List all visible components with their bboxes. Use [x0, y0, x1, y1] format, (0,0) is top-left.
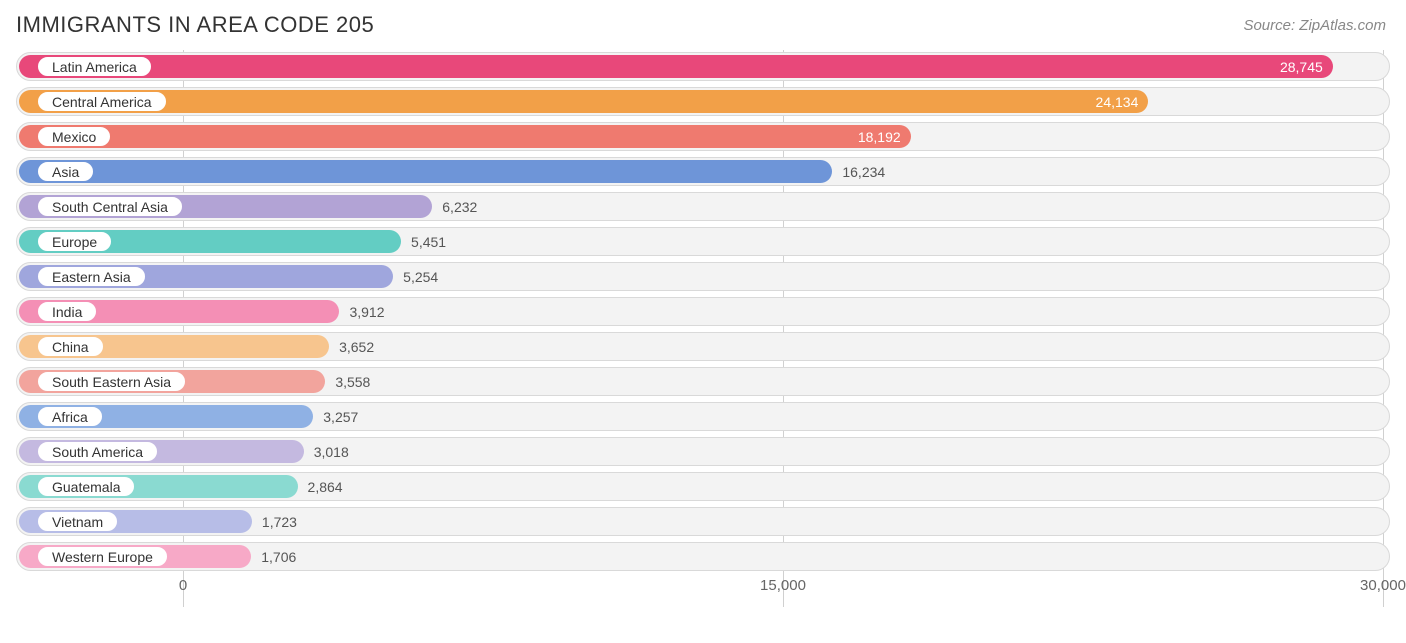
bar-value-label: 2,864	[298, 472, 343, 501]
bar-label-pill: Western Europe	[36, 545, 169, 568]
bar-value-label: 1,706	[251, 542, 296, 571]
bar-value-label: 24,134	[19, 87, 1148, 116]
bar-label-pill: South Eastern Asia	[36, 370, 187, 393]
bar-row: China 3,652	[16, 332, 1390, 361]
bar-label-pill: South America	[36, 440, 159, 463]
bar-value-label: 18,192	[19, 122, 911, 151]
bar-fill	[19, 160, 832, 183]
bar-row: Asia 16,234	[16, 157, 1390, 186]
bar-row: Western Europe 1,706	[16, 542, 1390, 571]
bar-row: Central America24,134	[16, 87, 1390, 116]
bar-value-label: 1,723	[252, 507, 297, 536]
bar-value-label: 3,912	[339, 297, 384, 326]
bar-row: Eastern Asia 5,254	[16, 262, 1390, 291]
bar-row: South Central Asia 6,232	[16, 192, 1390, 221]
bar-label-pill: China	[36, 335, 105, 358]
bar-label-pill: India	[36, 300, 98, 323]
bar-value-label: 28,745	[19, 52, 1333, 81]
chart-area: Latin America28,745 Central America24,134…	[0, 46, 1406, 571]
bar-value-label: 5,254	[393, 262, 438, 291]
bar-label-pill: Guatemala	[36, 475, 136, 498]
bar-row: South Eastern Asia 3,558	[16, 367, 1390, 396]
bar-row: South America 3,018	[16, 437, 1390, 466]
bar-value-label: 5,451	[401, 227, 446, 256]
bar-label-pill: Europe	[36, 230, 113, 253]
bar-label-pill: Vietnam	[36, 510, 119, 533]
axis-tick-label: 0	[179, 577, 187, 594]
axis-tick-label: 15,000	[760, 577, 806, 594]
bar-label-pill: Eastern Asia	[36, 265, 147, 288]
bar-label-pill: Asia	[36, 160, 95, 183]
bar-value-label: 3,558	[325, 367, 370, 396]
chart-source: Source: ZipAtlas.com	[1243, 17, 1386, 34]
bar-row: Europe 5,451	[16, 227, 1390, 256]
x-axis: 015,00030,000	[16, 577, 1390, 607]
bar-value-label: 3,652	[329, 332, 374, 361]
bar-row: Mexico18,192	[16, 122, 1390, 151]
bar-value-label: 3,018	[304, 437, 349, 466]
bar-label-pill: Africa	[36, 405, 104, 428]
bar-row: Africa 3,257	[16, 402, 1390, 431]
bar-row: India 3,912	[16, 297, 1390, 326]
bar-value-label: 3,257	[313, 402, 358, 431]
bar-row: Latin America28,745	[16, 52, 1390, 81]
bar-label-pill: South Central Asia	[36, 195, 184, 218]
bar-row: Vietnam 1,723	[16, 507, 1390, 536]
bar-value-label: 6,232	[432, 192, 477, 221]
chart-header: IMMIGRANTS IN AREA CODE 205 Source: ZipA…	[0, 0, 1406, 46]
chart-title: IMMIGRANTS IN AREA CODE 205	[16, 12, 374, 38]
bar-row: Guatemala 2,864	[16, 472, 1390, 501]
bar-value-label: 16,234	[832, 157, 885, 186]
axis-tick-label: 30,000	[1360, 577, 1406, 594]
